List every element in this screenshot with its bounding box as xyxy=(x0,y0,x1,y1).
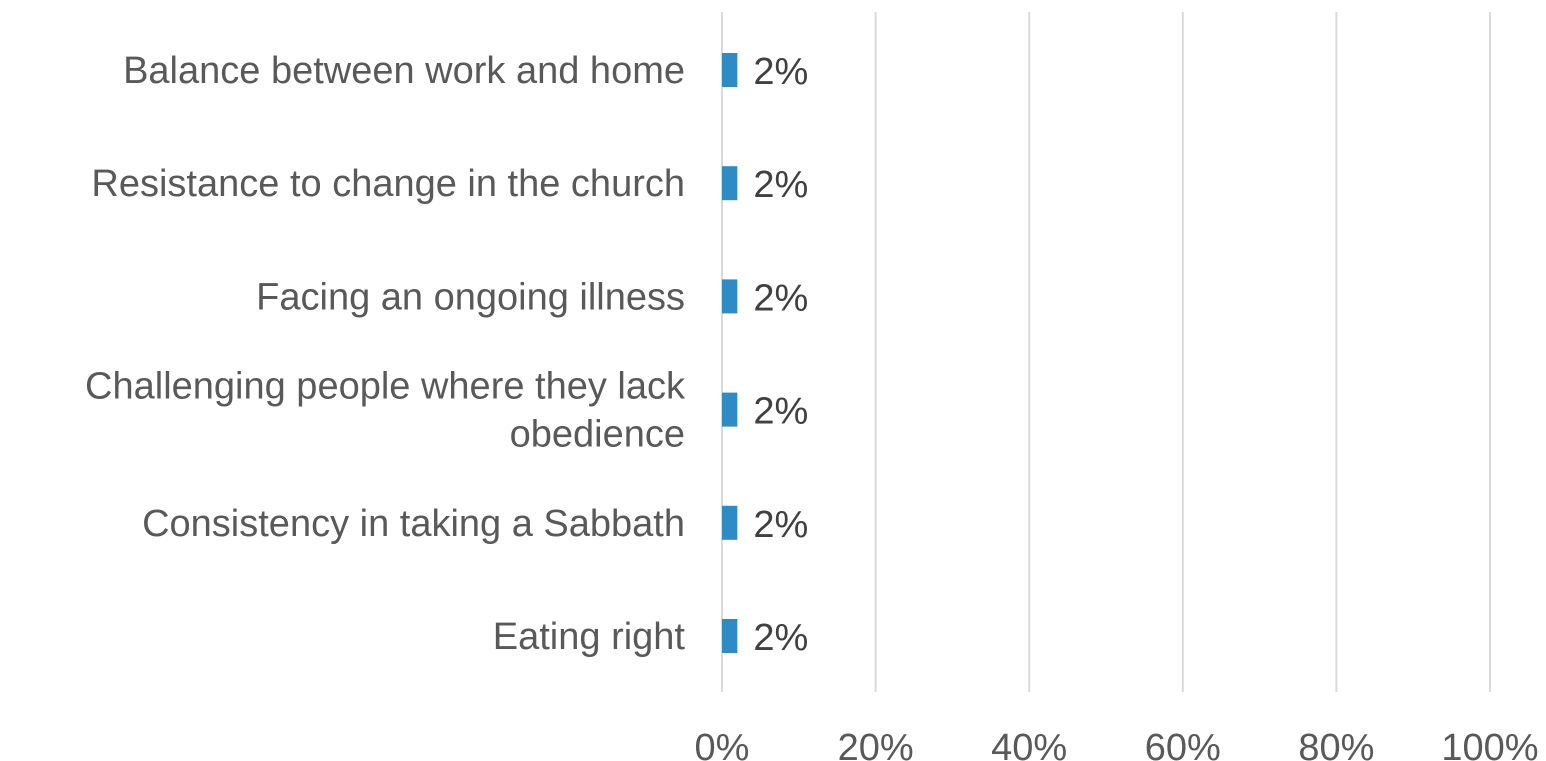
category-label-line: Consistency in taking a Sabbath xyxy=(142,503,685,545)
data-label: 2% xyxy=(753,51,808,93)
category-label: Facing an ongoing illness xyxy=(256,276,685,318)
data-label: 2% xyxy=(753,391,808,433)
x-tick-label: 0% xyxy=(695,727,750,761)
category-labels: Balance between work and home Resistance … xyxy=(85,50,686,658)
x-tick-label: 60% xyxy=(1145,727,1221,761)
bar xyxy=(722,619,737,653)
data-label: 2% xyxy=(753,617,808,659)
data-label: 2% xyxy=(753,277,808,319)
bar xyxy=(722,166,737,200)
data-label: 2% xyxy=(753,164,808,206)
data-labels: 2% 2% 2% 2% 2% 2% xyxy=(753,51,808,659)
x-tick-label: 100% xyxy=(1441,727,1538,761)
category-label-line: Eating right xyxy=(493,616,686,658)
bar xyxy=(722,393,737,427)
bars xyxy=(722,53,737,653)
bar xyxy=(722,53,737,87)
category-label-line: Facing an ongoing illness xyxy=(256,276,685,318)
category-label: Resistance to change in the church xyxy=(91,163,685,205)
x-tick-label: 80% xyxy=(1298,727,1374,761)
category-label-line: obedience xyxy=(510,414,685,456)
gridlines xyxy=(722,12,1490,692)
x-axis-tick-labels: 0% 20% 40% 60% 80% 100% xyxy=(695,727,1539,761)
category-label-line: Balance between work and home xyxy=(123,50,685,92)
bar xyxy=(722,279,737,313)
category-label-line: Challenging people where they lack xyxy=(85,366,686,408)
x-tick-label: 20% xyxy=(838,727,914,761)
data-label: 2% xyxy=(753,504,808,546)
bar xyxy=(722,506,737,540)
category-label: Consistency in taking a Sabbath xyxy=(142,503,685,545)
category-label: Balance between work and home xyxy=(123,50,685,92)
category-label: Eating right xyxy=(493,616,686,658)
category-label: Challenging people where they lack obedie… xyxy=(85,366,686,456)
x-tick-label: 40% xyxy=(991,727,1067,761)
category-label-line: Resistance to change in the church xyxy=(91,163,685,205)
